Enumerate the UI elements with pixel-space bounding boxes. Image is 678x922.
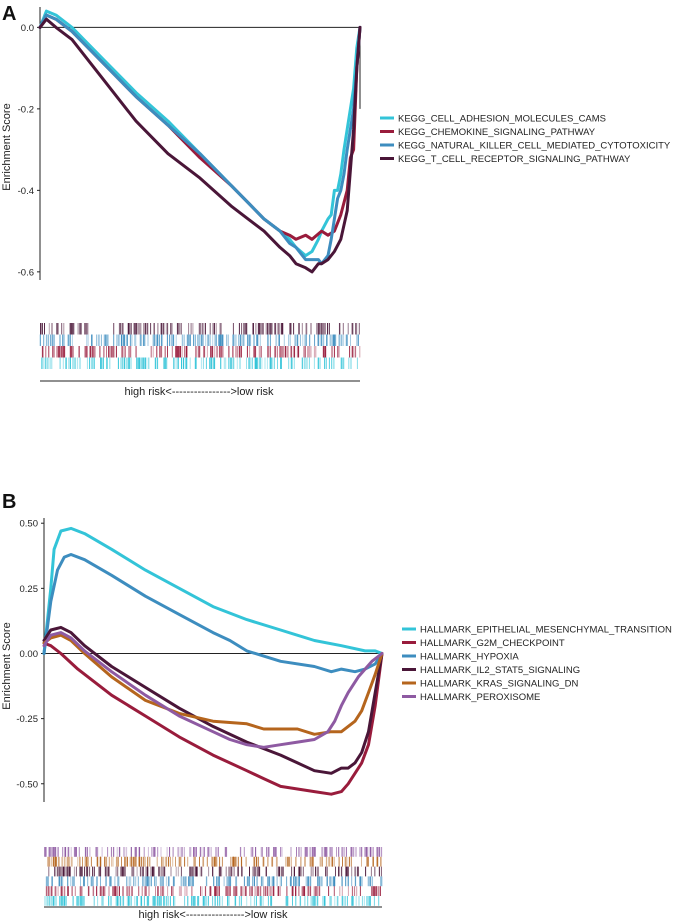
panel-a-series [38, 9, 362, 274]
y-tick-label: -0.50 [16, 779, 38, 790]
panel-a-y-ticks: 0.0 -0.2 -0.4 -0.6 [18, 23, 40, 278]
legend-label: HALLMARK_IL2_STAT5_SIGNALING [420, 665, 580, 676]
panel-b-series [42, 526, 384, 796]
panel-a-y-axis-label: Enrichment Score [1, 103, 13, 190]
panel-b-label: B [2, 491, 16, 513]
panel-a-label: A [2, 3, 16, 25]
panel-b-x-axis-label: high risk<---------------->low risk [138, 909, 288, 921]
legend-label: KEGG_NATURAL_KILLER_CELL_MEDIATED_CYTOTO… [398, 141, 671, 152]
panel-b: B Enrichment Score 0.50 0.25 0.00 -0.25 -0.5… [1, 491, 672, 921]
panel-b-legend: HALLMARK_EPITHELIAL_MESENCHYMAL_TRANSITI… [402, 625, 672, 703]
legend-label: KEGG_CHEMOKINE_SIGNALING_PATHWAY [398, 127, 596, 138]
panel-b-rug-plot [44, 847, 383, 906]
y-tick-label: 0.25 [20, 584, 39, 595]
y-tick-label: 0.50 [20, 519, 39, 530]
series-line-4 [42, 625, 384, 775]
series-line-1 [38, 9, 362, 258]
legend-label: HALLMARK_KRAS_SIGNALING_DN [420, 679, 579, 690]
legend-label: KEGG_CELL_ADHESION_MOLECULES_CAMS [398, 114, 606, 125]
panel-b-y-axis-label: Enrichment Score [1, 622, 13, 709]
y-tick-label: 0.0 [21, 23, 34, 34]
y-tick-label: -0.2 [18, 104, 34, 115]
panel-a-legend: KEGG_CELL_ADHESION_MOLECULES_CAMS KEGG_CH… [380, 114, 671, 165]
panel-a-rug-plot [39, 323, 361, 369]
series-line-3 [38, 13, 362, 266]
series-line-4 [38, 17, 362, 274]
y-tick-label: -0.6 [18, 267, 34, 278]
legend-label: HALLMARK_PEROXISOME [420, 692, 540, 703]
legend-label: HALLMARK_EPITHELIAL_MESENCHYMAL_TRANSITI… [420, 625, 672, 636]
series-line-6 [42, 631, 384, 749]
y-tick-label: -0.25 [16, 714, 38, 725]
series-line-1 [42, 526, 384, 655]
panel-a: A Enrichment Score 0.0 -0.2 -0.4 -0.6 KEGG_… [1, 3, 671, 398]
legend-label: HALLMARK_G2M_CHECKPOINT [420, 638, 565, 649]
legend-label: HALLMARK_HYPOXIA [420, 652, 519, 663]
panel-b-y-ticks: 0.50 0.25 0.00 -0.25 -0.50 [16, 519, 44, 790]
y-tick-label: 0.00 [20, 649, 39, 660]
panel-a-x-axis-label: high risk<---------------->low risk [124, 386, 274, 398]
series-line-2 [42, 641, 384, 796]
legend-label: KEGG_T_CELL_RECEPTOR_SIGNALING_PATHWAY [398, 154, 631, 165]
y-tick-label: -0.4 [18, 186, 34, 197]
series-line-3 [42, 553, 384, 674]
series-line-5 [42, 633, 384, 736]
